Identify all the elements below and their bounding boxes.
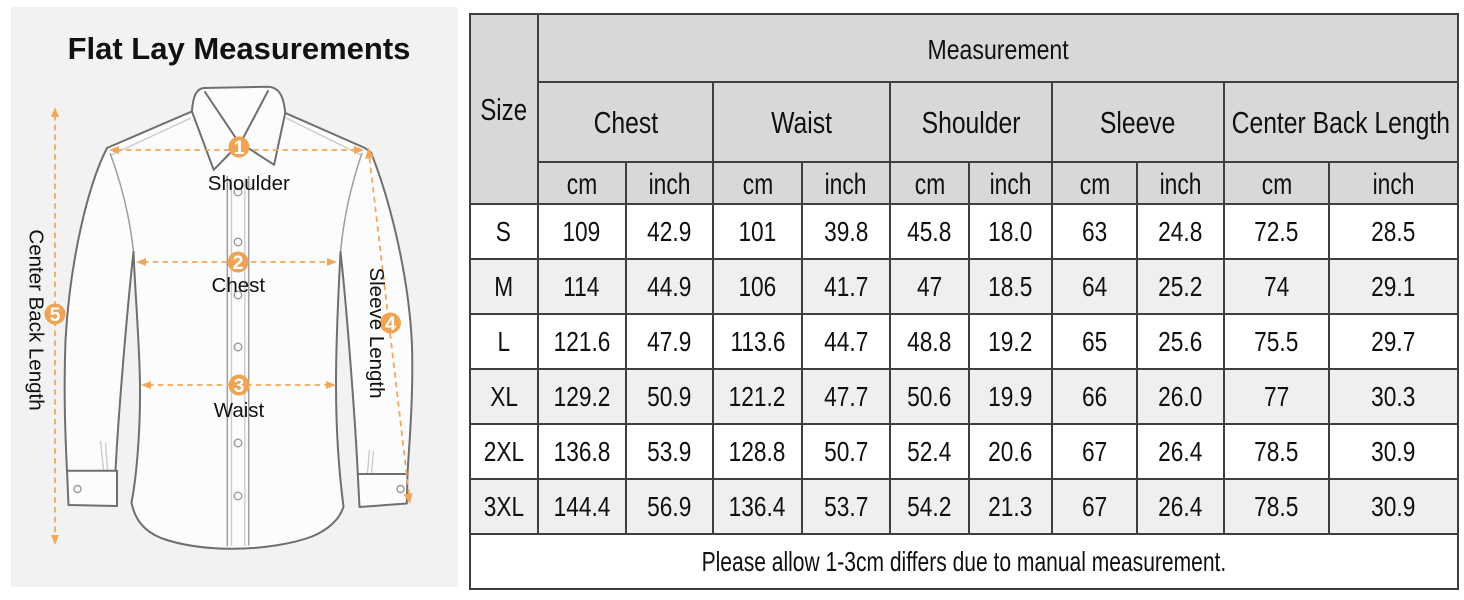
- svg-text:Waist: Waist: [214, 399, 265, 422]
- svg-text:Center Back Length: Center Back Length: [25, 229, 48, 410]
- svg-text:5: 5: [50, 304, 61, 326]
- svg-text:Shoulder: Shoulder: [208, 172, 290, 195]
- svg-text:1: 1: [234, 137, 245, 159]
- svg-text:3: 3: [234, 375, 245, 397]
- svg-text:Chest: Chest: [212, 274, 266, 297]
- svg-text:2: 2: [233, 252, 244, 274]
- svg-text:4: 4: [385, 313, 396, 335]
- svg-text:Sleeve Length: Sleeve Length: [365, 267, 388, 398]
